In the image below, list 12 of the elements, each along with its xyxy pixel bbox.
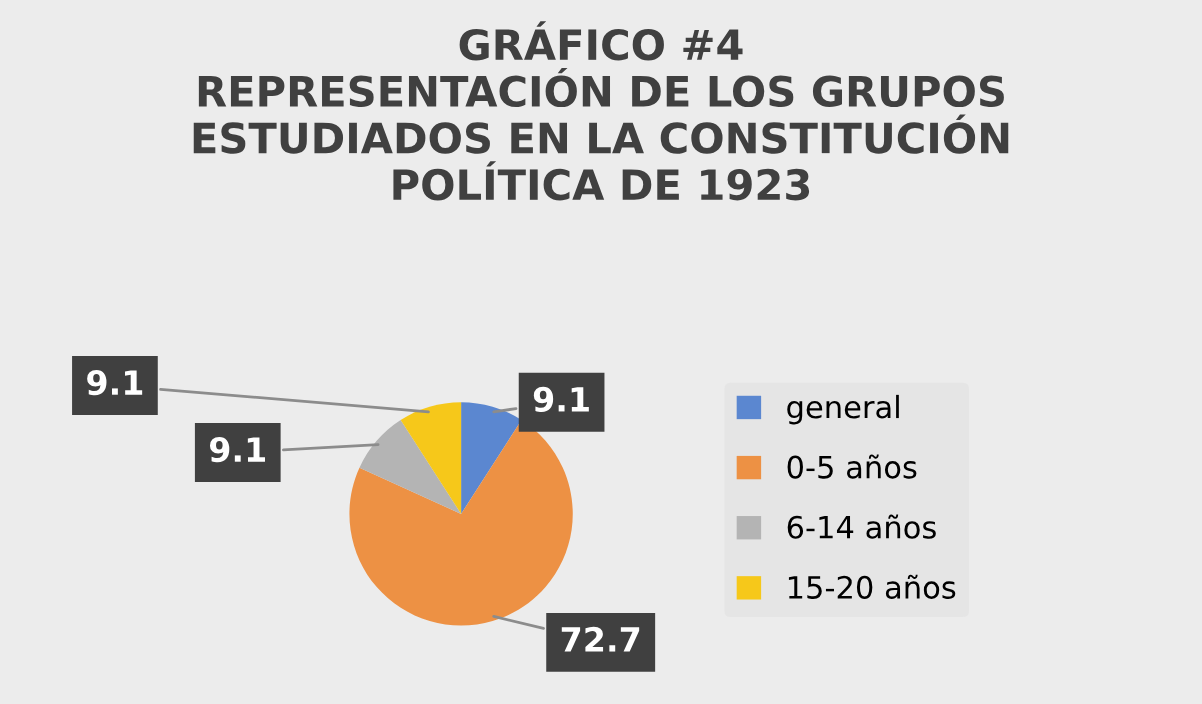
pie-slice <box>359 420 462 514</box>
data-label: 72.7 <box>561 626 640 652</box>
legend-label: 15-20 años <box>788 574 956 599</box>
data-label: 9.1 <box>533 386 589 412</box>
pie-slice <box>400 402 462 514</box>
legend-label: 0-5 años <box>787 454 917 479</box>
legend-label: general <box>787 394 899 425</box>
chart-title: GRÁFICO #4 REPRESENTACIÓN DE LOS GRUPOS ESTUDIADOS EN LA CONSTITUCIÓN POLÍTICA DE 1923 <box>193 21 1009 201</box>
data-label: 9.1 <box>87 369 143 396</box>
pie-slice <box>461 402 522 514</box>
legend-label: 6-14 años <box>787 514 936 539</box>
data-label: 9.1 <box>209 436 265 463</box>
